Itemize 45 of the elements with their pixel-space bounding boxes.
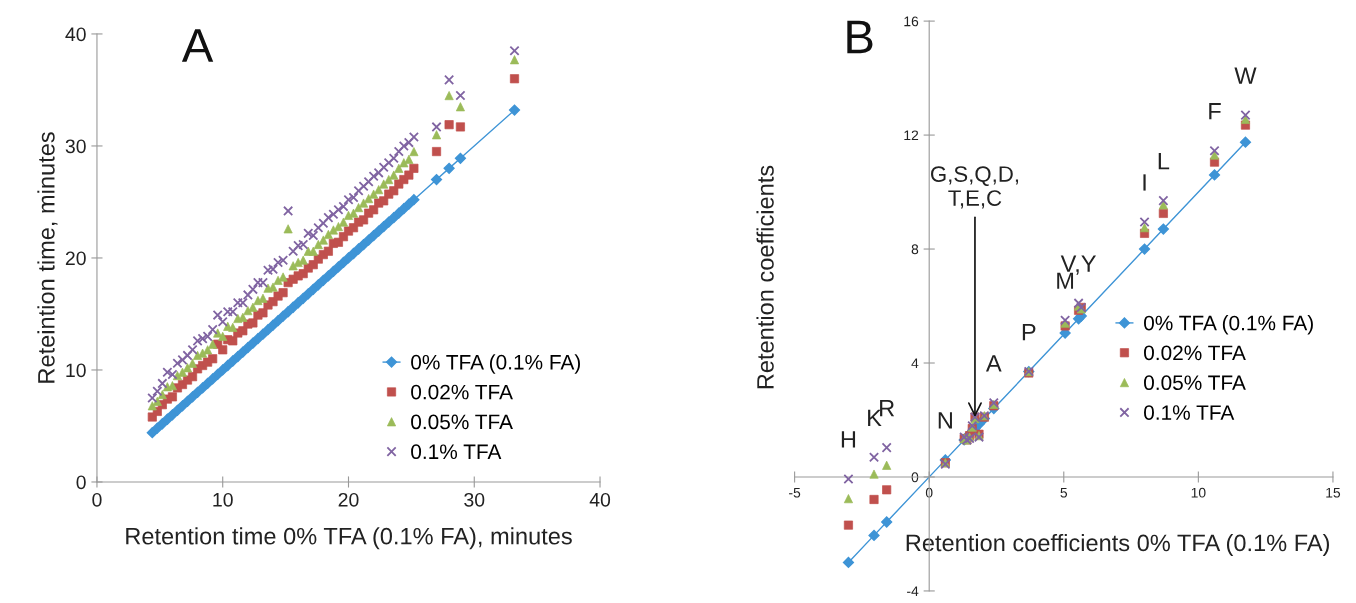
x-tick-label: 10	[1191, 487, 1206, 498]
y-tick-label: 30	[65, 139, 86, 154]
annotation: H	[841, 431, 856, 448]
annotation: I	[1143, 174, 1146, 191]
annotation: K	[868, 409, 882, 426]
x-tick-label: 5	[1060, 487, 1068, 498]
annotation: F	[1209, 103, 1221, 120]
annotation: L	[1158, 152, 1170, 170]
x-axis-title: Retention time 0% TFA (0.1% FA), minutes	[126, 527, 572, 550]
legend-label: 0.1% TFA	[411, 444, 502, 460]
y-axis-title: Reteintion time, minutes	[37, 132, 58, 383]
x-axis-title: Retention coefficients 0% TFA (0.1% FA)	[906, 533, 1330, 556]
annotation: W	[1234, 67, 1257, 84]
y-tick-label: 4	[911, 358, 919, 369]
y-tick-label: 16	[904, 16, 919, 27]
x-tick-label: 10	[213, 492, 233, 507]
y-tick-label: -4	[907, 586, 919, 596]
x-tick-label: 30	[464, 492, 485, 507]
y-axis-title: Retention coefficients	[756, 165, 774, 389]
y-tick-label: 20	[65, 251, 86, 266]
annotation: B	[847, 20, 873, 54]
legend-label: 0.05% TFA	[411, 414, 513, 430]
y-tick-label: 0	[911, 472, 919, 483]
y-tick-label: 40	[65, 27, 86, 42]
x-tick-label: 0	[925, 487, 933, 498]
legend-label: 0% TFA (0.1% FA)	[1144, 315, 1313, 335]
x-tick-label: 20	[338, 492, 359, 507]
annotation: G,S,Q,D, T,E,C	[931, 166, 1019, 209]
y-tick-label: 10	[66, 363, 86, 378]
x-tick-label: 0	[92, 492, 102, 507]
legend-label: 0.02% TFA	[411, 384, 513, 400]
x-tick-label: 15	[1326, 487, 1341, 498]
annotation: R	[880, 399, 895, 417]
annotation: A	[985, 355, 1002, 372]
legend-label: 0.05% TFA	[1144, 375, 1246, 391]
legend-label: 0% TFA (0.1% FA)	[411, 354, 580, 374]
annotation: N	[938, 412, 952, 429]
y-tick-label: 8	[911, 244, 919, 255]
annotation: P	[1022, 323, 1036, 341]
y-tick-label: 12	[904, 130, 919, 141]
legend-label: 0.02% TFA	[1144, 345, 1246, 361]
legend-label: 0.1% TFA	[1144, 405, 1235, 420]
x-tick-label: 40	[589, 492, 611, 507]
annotation: A	[181, 29, 214, 62]
x-tick-label: -5	[789, 487, 801, 498]
